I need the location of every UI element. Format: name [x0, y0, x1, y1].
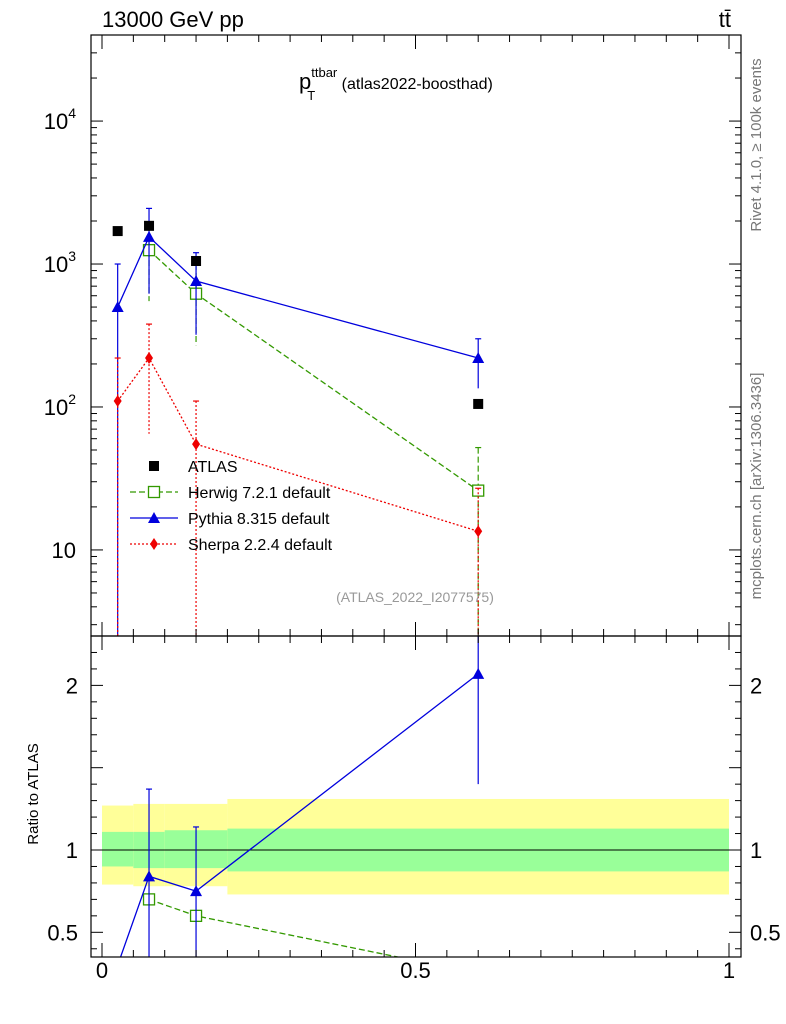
ratio-y-axis-label: Ratio to ATLAS	[25, 743, 42, 844]
x-tick-label-0.5: 0.5	[400, 958, 431, 983]
rivet-version-label: Rivet 4.1.0, ≥ 100k events	[748, 58, 765, 231]
legend-marker-pythia	[148, 512, 160, 523]
band-inner-0	[102, 831, 134, 867]
y-tick-label-10: 10	[52, 538, 76, 563]
y-tick-label-1000: 103	[44, 248, 76, 277]
atlas-point-2	[191, 255, 202, 266]
x-tick-label-0: 0	[96, 958, 108, 983]
atlas-point-1	[144, 220, 155, 231]
axis-layer: 10 102 103 104 0.5 0.5 1 1 2 2 0 0.5 1	[44, 34, 781, 983]
sherpa-point-1	[145, 352, 154, 365]
analysis-watermark: (ATLAS_2022_I2077575)	[336, 589, 494, 605]
ratio-pythia-line	[119, 673, 479, 957]
pythia-line	[117, 235, 479, 359]
legend-marker-herwig	[147, 485, 161, 499]
legend-item-pythia: Pythia 8.315 default	[130, 511, 330, 528]
x-tick-label-1: 1	[723, 958, 735, 983]
legend: ATLAS Herwig 7.2.1 default Pythia 8.315 de…	[130, 459, 333, 554]
ratio-plot-frame	[90, 635, 742, 958]
pythia-point-0	[111, 301, 124, 313]
herwig-point-2	[472, 484, 485, 497]
legend-label-pythia: Pythia 8.315 default	[188, 511, 330, 528]
pythia-point-3	[472, 352, 485, 364]
sherpa-point-3	[474, 525, 483, 538]
legend-item-atlas: ATLAS	[149, 459, 238, 476]
header-energy: 13000 GeV pp	[102, 7, 244, 32]
y-tick-label-10000: 104	[44, 105, 76, 134]
ratio-tick-label-left-2: 2	[66, 673, 78, 698]
legend-marker-sherpa	[150, 538, 158, 550]
legend-item-herwig: Herwig 7.2.1 default	[130, 485, 331, 502]
ratio-series-layer	[119, 636, 485, 957]
series-sherpa	[113, 323, 483, 636]
ratio-pythia-point-1	[143, 870, 156, 882]
series-pythia	[111, 207, 485, 636]
legend-item-sherpa: Sherpa 2.2.4 default	[130, 537, 333, 554]
ratio-tick-label-right-0.5: 0.5	[750, 920, 781, 945]
sherpa-line	[117, 356, 479, 532]
series-atlas	[112, 220, 484, 409]
pythia-point-2	[190, 275, 203, 287]
legend-label-atlas: ATLAS	[188, 459, 238, 476]
legend-label-sherpa: Sherpa 2.2.4 default	[188, 537, 333, 554]
ratio-tick-label-left-0.5: 0.5	[47, 920, 78, 945]
ratio-pythia-point-3	[472, 667, 485, 679]
ratio-tick-label-left-1: 1	[66, 838, 78, 863]
atlas-point-3	[473, 398, 484, 409]
plot-title: pttbar T (atlas2022-boosthad)	[299, 65, 493, 103]
legend-label-herwig: Herwig 7.2.1 default	[188, 485, 331, 502]
ratio-series-pythia	[119, 636, 485, 957]
ratio-tick-label-right-2: 2	[750, 673, 762, 698]
ratio-tick-label-right-1: 1	[750, 838, 762, 863]
mcplots-label: mcplots.cern.ch [arXiv:1306.3436]	[748, 373, 765, 600]
herwig-line	[148, 249, 479, 492]
y-tick-label-100: 102	[44, 391, 76, 420]
ratio-pythia-point-2	[190, 885, 203, 897]
header-process: tt̄	[719, 7, 731, 32]
legend-marker-atlas	[149, 461, 159, 471]
sherpa-point-2	[192, 438, 201, 451]
sherpa-point-0	[113, 395, 122, 408]
pythia-point-1	[143, 230, 156, 242]
main-series-layer	[111, 207, 485, 636]
atlas-point-0	[112, 226, 123, 237]
